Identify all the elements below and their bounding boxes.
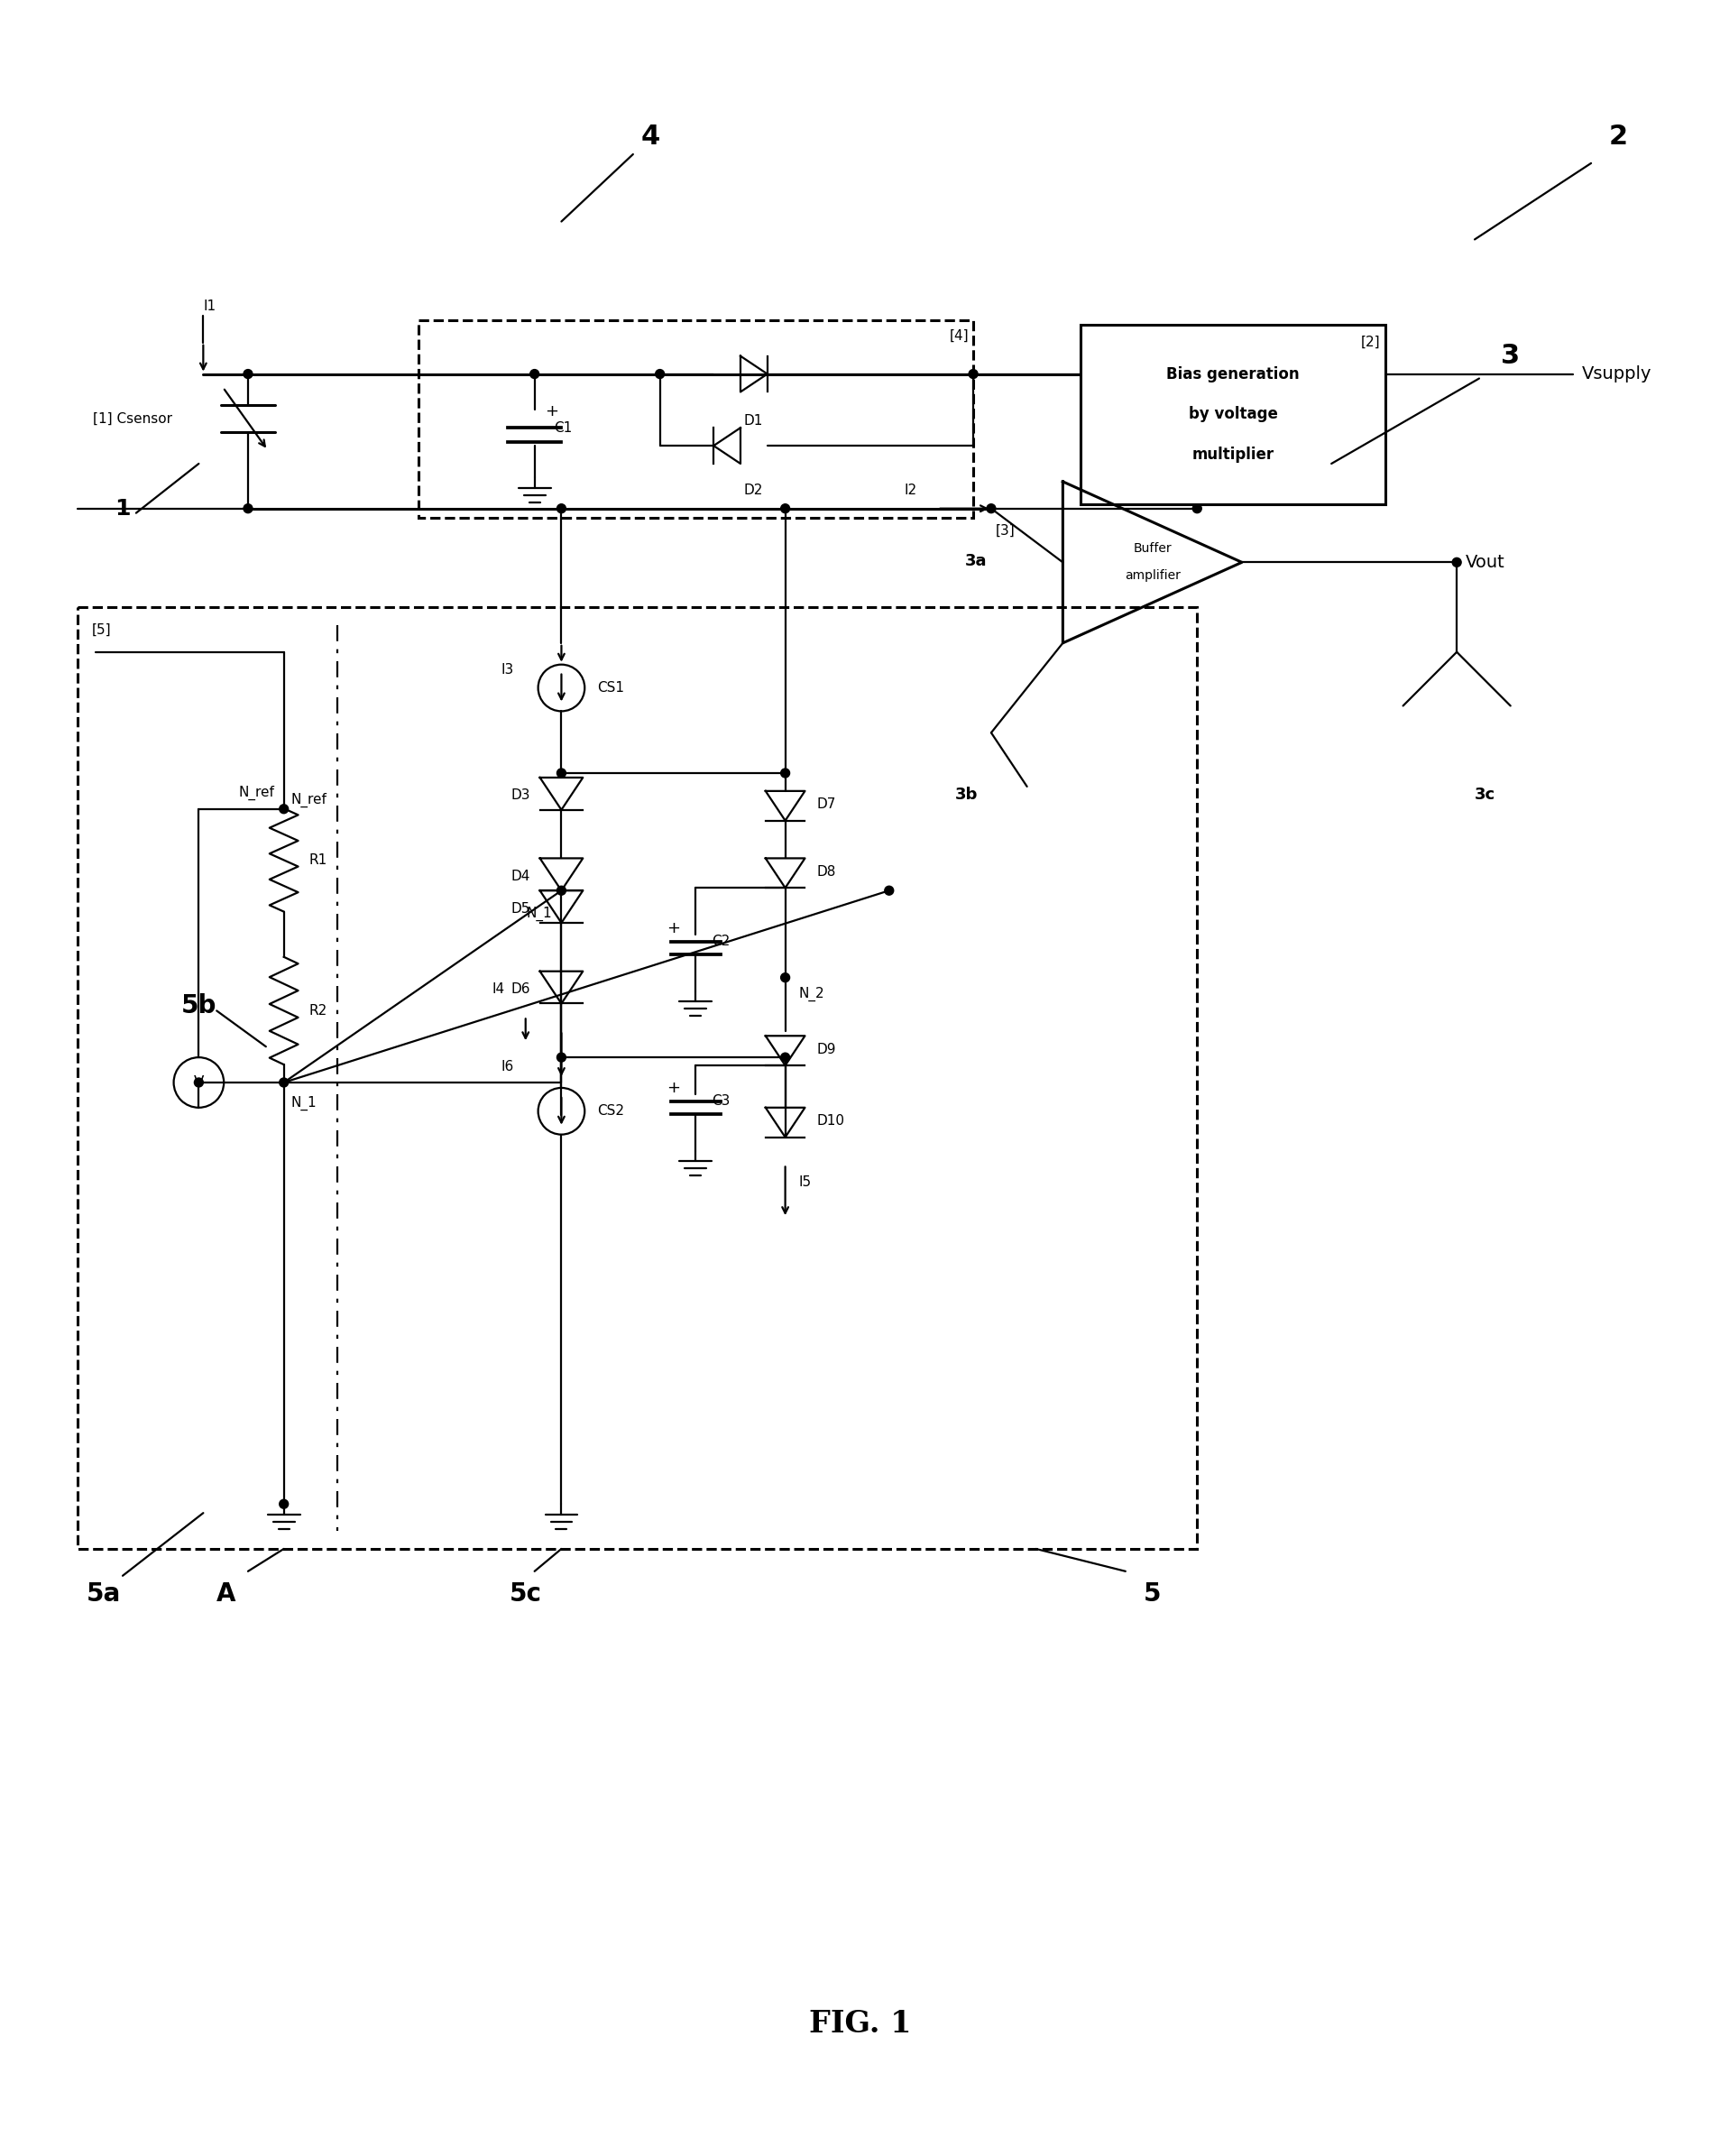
- Circle shape: [986, 505, 996, 513]
- Text: Vout: Vout: [1465, 554, 1505, 571]
- Text: D5: D5: [511, 901, 530, 916]
- Text: D2: D2: [743, 483, 762, 496]
- Text: +: +: [545, 403, 559, 420]
- Text: I4: I4: [492, 983, 506, 996]
- Circle shape: [279, 1501, 289, 1509]
- Text: Vsupply: Vsupply: [1581, 364, 1651, 382]
- Text: +: +: [666, 1080, 679, 1095]
- Text: D1: D1: [743, 414, 762, 427]
- Text: multiplier: multiplier: [1192, 446, 1273, 464]
- Text: N_2: N_2: [798, 987, 824, 1000]
- Bar: [1080, 326, 1385, 505]
- Circle shape: [781, 972, 789, 981]
- Text: I5: I5: [798, 1175, 812, 1188]
- Circle shape: [781, 1052, 789, 1063]
- Text: 3b: 3b: [955, 787, 977, 802]
- Text: 4: 4: [642, 123, 660, 149]
- Text: CS1: CS1: [597, 681, 624, 694]
- Text: C2: C2: [712, 936, 729, 949]
- Text: R1: R1: [308, 854, 327, 867]
- Text: N_1: N_1: [291, 1095, 316, 1110]
- Circle shape: [530, 369, 538, 379]
- Text: +: +: [666, 921, 679, 936]
- Text: 1: 1: [115, 498, 131, 520]
- Text: N_1: N_1: [526, 908, 552, 921]
- Text: D4: D4: [511, 869, 530, 884]
- Text: C1: C1: [554, 420, 573, 436]
- Text: D3: D3: [511, 789, 530, 802]
- Circle shape: [1192, 505, 1201, 513]
- Text: 3c: 3c: [1474, 787, 1495, 802]
- Text: R2: R2: [308, 1005, 327, 1018]
- Circle shape: [557, 505, 566, 513]
- Text: D6: D6: [511, 983, 530, 996]
- Text: [3]: [3]: [996, 524, 1015, 537]
- Circle shape: [279, 1078, 289, 1087]
- Text: [1] Csensor: [1] Csensor: [93, 412, 172, 425]
- Text: C3: C3: [712, 1095, 729, 1108]
- Text: 5b: 5b: [181, 994, 217, 1020]
- Bar: [418, 319, 974, 517]
- Text: Buffer: Buffer: [1132, 543, 1171, 556]
- Text: by voltage: by voltage: [1189, 405, 1276, 423]
- Bar: [77, 608, 1197, 1548]
- Text: N_ref: N_ref: [291, 793, 327, 806]
- Text: I1: I1: [203, 300, 217, 313]
- Text: 3a: 3a: [965, 554, 986, 569]
- Circle shape: [557, 1052, 566, 1063]
- Text: D7: D7: [817, 798, 836, 811]
- Text: [2]: [2]: [1361, 336, 1379, 349]
- Circle shape: [557, 886, 566, 895]
- Text: CS2: CS2: [597, 1104, 624, 1119]
- Text: D8: D8: [817, 865, 836, 877]
- Text: V: V: [194, 1074, 203, 1091]
- Text: I2: I2: [903, 483, 917, 498]
- Text: 5a: 5a: [86, 1580, 122, 1606]
- Circle shape: [244, 505, 253, 513]
- Text: I3: I3: [501, 664, 514, 677]
- Text: [4]: [4]: [949, 330, 968, 343]
- Text: I6: I6: [501, 1059, 514, 1074]
- Text: amplifier: amplifier: [1123, 569, 1180, 582]
- Text: [5]: [5]: [91, 623, 110, 636]
- Circle shape: [557, 768, 566, 778]
- Text: 5: 5: [1144, 1580, 1161, 1606]
- Circle shape: [655, 369, 664, 379]
- Text: Bias generation: Bias generation: [1166, 367, 1299, 382]
- Text: 5c: 5c: [509, 1580, 542, 1606]
- Circle shape: [194, 1078, 203, 1087]
- Circle shape: [781, 768, 789, 778]
- Circle shape: [884, 886, 893, 895]
- Circle shape: [279, 804, 289, 813]
- Text: 3: 3: [1500, 343, 1519, 369]
- Circle shape: [968, 369, 977, 379]
- Circle shape: [244, 369, 253, 379]
- Text: 2: 2: [1608, 123, 1627, 149]
- Circle shape: [1452, 558, 1460, 567]
- Text: N_ref: N_ref: [239, 785, 275, 800]
- Text: D10: D10: [817, 1115, 845, 1128]
- Text: D9: D9: [817, 1044, 836, 1056]
- Circle shape: [781, 505, 789, 513]
- Text: A: A: [215, 1580, 236, 1606]
- Text: FIG. 1: FIG. 1: [808, 2009, 912, 2040]
